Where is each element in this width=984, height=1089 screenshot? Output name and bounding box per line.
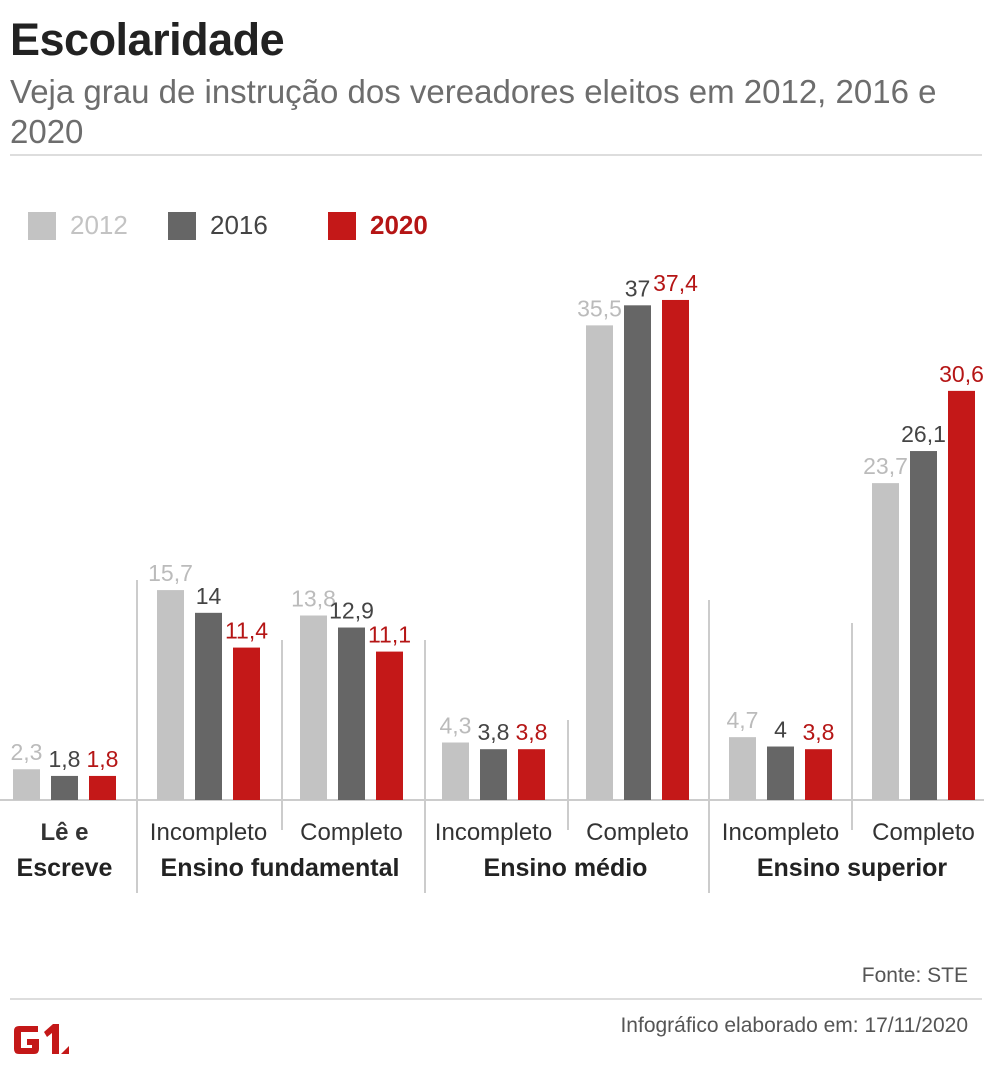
bar-2012: [872, 483, 899, 800]
category-label: Escreve: [17, 854, 113, 882]
data-label-2016: 26,1: [901, 421, 946, 447]
footer-divider: [10, 998, 982, 1000]
legend-swatch-2020: [328, 211, 356, 240]
bar-2012: [13, 769, 40, 800]
data-label-2020: 11,1: [368, 622, 411, 648]
data-label-2012: 2,3: [11, 739, 43, 765]
bar-2020: [805, 749, 832, 800]
bar-2020: [518, 749, 545, 800]
data-label-2012: 13,8: [291, 585, 336, 611]
header-divider: [10, 154, 982, 156]
bar-2020: [948, 390, 975, 800]
data-label-2016: 3,8: [478, 719, 510, 745]
category-label: Completo: [586, 819, 689, 846]
bar-2012: [586, 325, 613, 800]
data-label-2016: 14: [196, 583, 222, 609]
category-label: Incompleto: [722, 819, 839, 846]
data-label-2012: 35,5: [577, 295, 622, 321]
category-label: Incompleto: [435, 819, 552, 846]
bar-2012: [729, 737, 756, 800]
bar-2016: [195, 612, 222, 800]
bar-2012: [442, 742, 469, 800]
data-label-2012: 4,7: [727, 707, 759, 733]
bar-2020: [662, 299, 689, 800]
data-label-2020: 30,6: [939, 361, 984, 387]
data-label-2020: 1,8: [87, 746, 119, 772]
bar-2016: [51, 775, 78, 800]
legend-item-2020: 2020: [328, 210, 428, 241]
legend-swatch-2016: [168, 211, 196, 240]
bar-2016: [767, 746, 794, 800]
data-label-2012: 23,7: [863, 453, 908, 479]
footer-credit: Infográfico elaborado em: 17/11/2020: [620, 1014, 968, 1037]
data-label-2020: 3,8: [803, 719, 835, 745]
bar-2020: [376, 651, 403, 800]
data-label-2016: 37: [625, 275, 651, 301]
legend-label-2012: 2012: [70, 210, 128, 240]
group-label: Ensino médio: [484, 854, 648, 882]
bar-2016: [480, 749, 507, 800]
data-label-2016: 4: [774, 717, 787, 743]
group-label: Ensino superior: [757, 854, 948, 882]
category-label: Lê e: [40, 819, 88, 846]
data-label-2016: 12,9: [329, 598, 374, 624]
bar-2020: [89, 775, 116, 800]
bar-2016: [338, 627, 365, 800]
data-label-2012: 15,7: [148, 560, 193, 586]
category-label: Incompleto: [150, 819, 267, 846]
legend-swatch-2012: [28, 211, 56, 240]
bar-2012: [300, 615, 327, 800]
bar-2016: [624, 305, 651, 800]
chart-subtitle: Veja grau de instrução dos vereadores el…: [10, 73, 937, 150]
data-label-2020: 37,4: [653, 270, 698, 296]
data-label-2016: 1,8: [49, 746, 81, 772]
chart-title: Escolaridade: [10, 14, 285, 65]
group-label: Ensino fundamental: [161, 854, 400, 882]
g1-logo: [14, 1024, 69, 1054]
legend-label-2016: 2016: [210, 210, 268, 240]
legend-item-2016: 2016: [168, 210, 268, 241]
legend-label-2020: 2020: [370, 210, 428, 240]
category-label: Completo: [872, 819, 975, 846]
data-label-2012: 4,3: [440, 713, 472, 739]
source-note: Fonte: STE: [861, 964, 968, 987]
data-label-2020: 3,8: [516, 719, 548, 745]
bar-2012: [157, 590, 184, 800]
legend-item-2012: 2012: [28, 210, 128, 241]
data-label-2020: 11,4: [225, 618, 268, 644]
bar-2016: [910, 451, 937, 800]
category-label: Completo: [300, 819, 403, 846]
bar-2020: [233, 647, 260, 800]
